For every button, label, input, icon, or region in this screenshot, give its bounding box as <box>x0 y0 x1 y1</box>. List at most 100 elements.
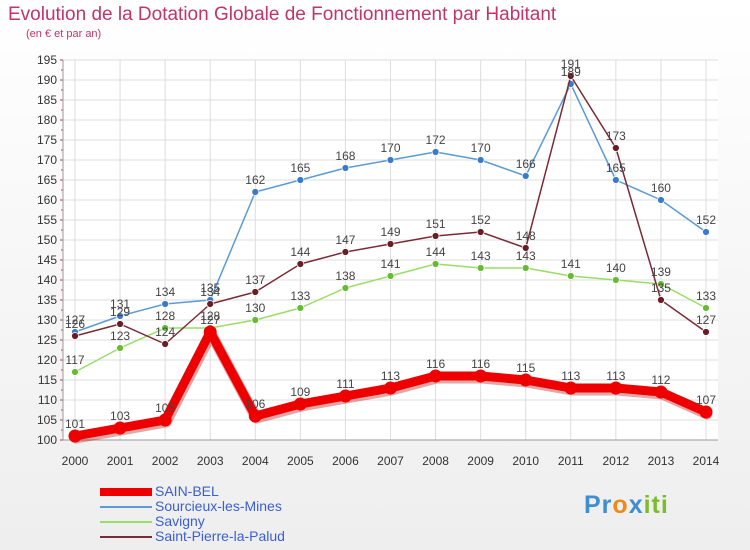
legend-item-sain-bel: SAIN-BEL <box>100 483 360 499</box>
legend-label: Saint-Pierre-la-Palud <box>155 528 285 544</box>
x-tick-label: 2007 <box>377 454 404 468</box>
legend-label: Savigny <box>155 513 205 529</box>
data-label: 133 <box>696 289 716 303</box>
data-label: 166 <box>516 157 536 171</box>
data-point <box>476 228 485 236</box>
legend: SAIN-BEL Sourcieux-les-Mines Savigny Saint-… <box>100 483 360 544</box>
data-label: 189 <box>561 65 581 79</box>
data-point <box>521 264 530 272</box>
logo-part-1: Pr <box>584 491 613 519</box>
logo-part-2: o <box>612 491 629 519</box>
data-label: 131 <box>110 297 130 311</box>
y-tick-label: 140 <box>37 273 57 287</box>
data-point <box>158 413 172 427</box>
data-label: 144 <box>426 245 446 259</box>
y-tick-label: 105 <box>37 413 57 427</box>
data-point <box>116 344 124 352</box>
legend-swatch <box>100 521 152 523</box>
series-saint-pierre-la-palud <box>71 72 710 348</box>
y-tick-label: 150 <box>37 233 57 247</box>
data-point <box>702 304 710 312</box>
data-label: 129 <box>110 305 130 319</box>
x-tick-label: 2011 <box>558 454 584 468</box>
data-point <box>476 156 485 164</box>
x-tick-label: 2004 <box>242 454 269 468</box>
y-tick-label: 125 <box>37 333 57 347</box>
x-tick-label: 2012 <box>603 454 630 468</box>
data-label: 111 <box>336 377 355 391</box>
data-label: 113 <box>606 369 625 383</box>
data-point <box>386 272 395 280</box>
data-label: 117 <box>65 353 84 367</box>
y-tick-label: 180 <box>37 113 57 127</box>
data-label: 149 <box>380 225 400 239</box>
data-label: 165 <box>606 161 626 175</box>
data-label: 172 <box>426 133 446 147</box>
data-point <box>657 280 665 288</box>
data-point <box>521 244 530 252</box>
data-point <box>338 389 352 403</box>
data-point <box>206 300 215 308</box>
data-point <box>68 429 82 443</box>
legend-label: SAIN-BEL <box>155 483 219 499</box>
data-label: 106 <box>245 397 265 411</box>
data-label: 113 <box>381 369 400 383</box>
data-point <box>341 164 350 172</box>
data-label: 116 <box>471 357 490 371</box>
line-chart: 100 105 110 115 120 125 130 135 140 145 150 155 160 1… <box>37 53 720 468</box>
data-point <box>161 300 170 308</box>
data-point <box>431 148 440 156</box>
data-label: 143 <box>471 249 491 263</box>
y-tick-label: 100 <box>37 433 57 447</box>
x-tick-label: 2003 <box>197 454 224 468</box>
proxiti-logo: Proxiti <box>584 491 669 520</box>
data-label: 107 <box>696 393 716 407</box>
data-label: 128 <box>200 309 220 323</box>
grid-layer <box>63 59 718 441</box>
legend-item-sourcieux-les-mines: Sourcieux-les-Mines <box>100 498 360 514</box>
logo-part-4: iti <box>643 491 669 519</box>
data-label: 123 <box>110 329 130 343</box>
y-tick-label: 170 <box>37 153 57 167</box>
data-label: 162 <box>245 173 265 187</box>
data-point <box>431 260 440 268</box>
data-point <box>293 397 307 411</box>
data-label: 152 <box>471 213 491 227</box>
data-point <box>251 188 260 196</box>
y-tick-label: 185 <box>37 93 57 107</box>
data-point <box>161 324 170 332</box>
data-point <box>386 240 395 248</box>
x-tick-label: 2010 <box>512 454 539 468</box>
data-point <box>296 260 305 268</box>
data-point <box>702 328 710 336</box>
data-point <box>386 156 395 164</box>
x-tick-label: 2013 <box>648 454 675 468</box>
data-label: 173 <box>606 129 626 143</box>
data-point <box>71 332 79 340</box>
chart-subtitle: (en € et par an) <box>26 28 102 40</box>
data-point <box>251 288 260 296</box>
legend-item-savigny: Savigny <box>100 513 360 529</box>
data-point <box>566 72 575 80</box>
data-point <box>476 264 485 272</box>
data-label: 135 <box>651 281 671 295</box>
x-tick-label: 2008 <box>422 454 449 468</box>
data-label: 138 <box>335 269 355 283</box>
data-point <box>296 176 305 184</box>
y-tick-label: 160 <box>37 193 57 207</box>
y-tick-label: 165 <box>37 173 57 187</box>
x-tick-label: 2009 <box>467 454 494 468</box>
data-label: 113 <box>561 369 580 383</box>
x-tick-label: 2001 <box>107 454 134 468</box>
data-point <box>702 228 710 236</box>
data-label: 116 <box>426 357 445 371</box>
data-label: 191 <box>561 57 581 71</box>
data-label: 101 <box>65 417 85 431</box>
y-tick-label: 175 <box>37 133 57 147</box>
legend-swatch <box>100 536 152 538</box>
data-point <box>654 385 668 399</box>
data-label: 134 <box>200 285 220 299</box>
data-point <box>161 340 170 348</box>
data-point <box>71 368 79 376</box>
